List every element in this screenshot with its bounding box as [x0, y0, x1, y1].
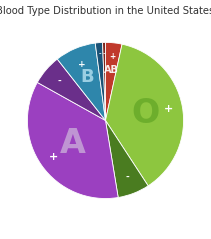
Text: -: -: [57, 76, 61, 85]
Wedge shape: [95, 43, 106, 120]
Text: +: +: [49, 152, 58, 162]
Text: +: +: [78, 60, 86, 69]
Wedge shape: [106, 44, 184, 186]
Wedge shape: [106, 120, 148, 197]
Title: Blood Type Distribution in the United States: Blood Type Distribution in the United St…: [0, 5, 211, 16]
Wedge shape: [37, 59, 106, 120]
Text: +: +: [109, 52, 115, 61]
Wedge shape: [57, 43, 106, 120]
Text: -: -: [99, 51, 101, 56]
Wedge shape: [103, 42, 106, 120]
Text: A: A: [59, 127, 85, 160]
Text: AB: AB: [103, 65, 118, 75]
Text: +: +: [164, 104, 173, 114]
Text: O: O: [131, 97, 160, 130]
Wedge shape: [106, 42, 122, 120]
Wedge shape: [27, 82, 118, 199]
Text: -: -: [126, 173, 129, 182]
Text: -: -: [103, 51, 106, 56]
Text: B: B: [80, 68, 94, 86]
